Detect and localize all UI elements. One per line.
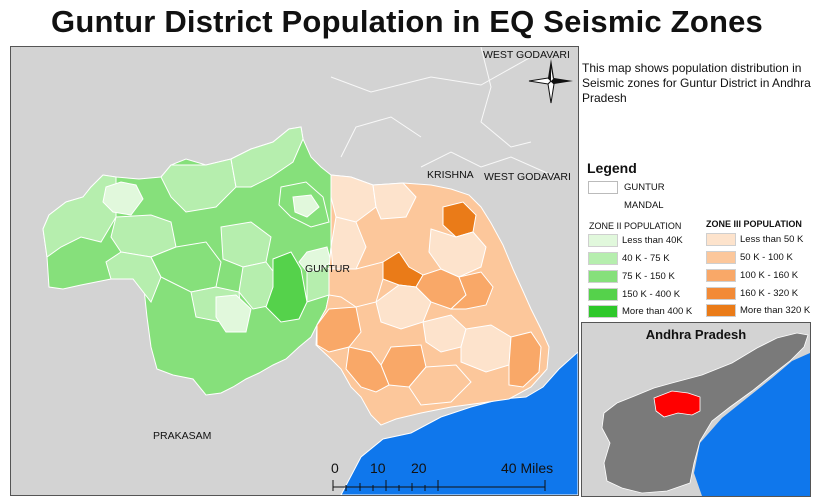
inset-state bbox=[601, 332, 809, 494]
zone2-mandal-l bbox=[265, 251, 308, 323]
legend-label-zone2-0: Less than 40K bbox=[622, 235, 683, 246]
zone3-mandal-h bbox=[375, 284, 432, 330]
legend-label-zone3-0: Less than 50 K bbox=[740, 234, 804, 245]
zone2-mandal-b bbox=[102, 181, 144, 216]
zone2-mandal-p bbox=[298, 246, 332, 273]
label-west-godavari-mid: WEST GODAVARI bbox=[484, 171, 571, 183]
legend-swatch-zone2-2 bbox=[588, 270, 618, 283]
zone2-mandal-d bbox=[160, 158, 237, 213]
legend-label-zone3-2: 100 K - 160 K bbox=[740, 270, 799, 281]
main-map[interactable]: WEST GODAVARI KRISHNA WEST GODAVARI GUNT… bbox=[10, 46, 579, 496]
scale-tick-40-miles: 40 Miles bbox=[501, 460, 554, 476]
legend-swatch-zone3-4 bbox=[706, 304, 736, 317]
scale-tick-10: 10 bbox=[370, 460, 386, 476]
legend-title: Legend bbox=[587, 160, 637, 176]
label-krishna: KRISHNA bbox=[427, 169, 474, 181]
legend-swatch-zone2-1 bbox=[588, 252, 618, 265]
neighbour-boundaries bbox=[330, 47, 557, 178]
zone2-mandals bbox=[42, 126, 332, 396]
legend-label-zone2-2: 75 K - 150 K bbox=[622, 271, 675, 282]
label-prakasam: PRAKASAM bbox=[153, 430, 212, 442]
zone3-mandal-q bbox=[428, 228, 487, 278]
zone3-mandal-b bbox=[372, 182, 417, 220]
scale-bar bbox=[332, 480, 546, 491]
legend-swatch-zone3-1 bbox=[706, 251, 736, 264]
zone3-mandal-p bbox=[345, 346, 390, 393]
zone2-mandal-e bbox=[230, 126, 304, 188]
label-guntur: GUNTUR bbox=[305, 263, 350, 275]
legend-label-zone2-4: More than 400 K bbox=[622, 306, 693, 317]
legend-swatch-zone2-4 bbox=[588, 305, 618, 318]
zone2-mandal-n bbox=[215, 294, 252, 333]
map-description: This map shows population distribution i… bbox=[582, 61, 811, 105]
legend-label-zone2-1: 40 K - 75 K bbox=[622, 253, 670, 264]
legend-swatch-zone3-2 bbox=[706, 269, 736, 282]
legend-swatch-zone3-0 bbox=[706, 233, 736, 246]
legend-swatch-guntur bbox=[588, 181, 618, 194]
legend-label-zone3-1: 50 K - 100 K bbox=[740, 252, 793, 263]
legend-label-mandal: MANDAL bbox=[624, 200, 664, 211]
legend-label-zone2-3: 150 K - 400 K bbox=[622, 289, 681, 300]
scale-tick-20: 20 bbox=[411, 460, 427, 476]
legend-label-zone3-4: More than 320 K bbox=[740, 305, 811, 316]
zone2-mandal-g bbox=[292, 194, 320, 218]
legend-zone2-heading: ZONE II POPULATION bbox=[589, 221, 682, 231]
zone3-mandal-k bbox=[316, 306, 362, 353]
zone3-mandal-o bbox=[508, 331, 542, 388]
inset-guntur-highlight bbox=[653, 390, 701, 418]
zone3-mandal-a bbox=[330, 174, 377, 223]
legend-swatch-zone3-3 bbox=[706, 287, 736, 300]
inset-map[interactable]: Andhra Pradesh bbox=[581, 322, 811, 497]
inset-canvas bbox=[601, 332, 810, 496]
inset-sea bbox=[694, 353, 810, 496]
legend-swatch-zone2-3 bbox=[588, 288, 618, 301]
zone3-mandals bbox=[315, 174, 550, 426]
legend-zone3-heading: ZONE III POPULATION bbox=[706, 219, 802, 229]
zone3-mandal-i bbox=[449, 271, 494, 310]
north-arrow-icon bbox=[528, 59, 573, 104]
inset-title: Andhra Pradesh bbox=[645, 327, 747, 342]
legend-label-guntur: GUNTUR bbox=[624, 182, 665, 193]
zone3-mandal-l bbox=[460, 324, 512, 373]
map-canvas bbox=[42, 47, 578, 495]
legend-swatch-zone2-0 bbox=[588, 234, 618, 247]
label-west-godavari-top: WEST GODAVARI bbox=[483, 49, 570, 61]
scale-tick-0: 0 bbox=[331, 460, 339, 476]
legend-label-zone3-3: 160 K - 320 K bbox=[740, 288, 799, 299]
map-title: Guntur District Population in EQ Seismic… bbox=[51, 4, 763, 39]
zone3-mandal-n bbox=[408, 364, 472, 406]
